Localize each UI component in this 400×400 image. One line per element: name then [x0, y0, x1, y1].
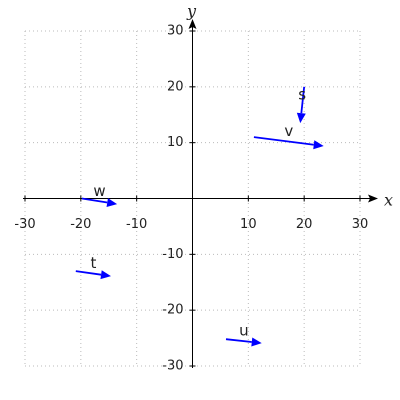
- x-axis-label: x: [384, 191, 393, 210]
- vector-arrow: [81, 197, 118, 207]
- y-tick-label: -20: [162, 303, 183, 318]
- vector-label: u: [239, 322, 249, 340]
- vector-arrow: [296, 86, 306, 124]
- x-tick-label: 20: [296, 217, 313, 232]
- arrow-head: [251, 337, 262, 347]
- vector-label: w: [93, 182, 105, 200]
- vector-label: s: [298, 85, 306, 103]
- x-tick-label: -10: [126, 217, 147, 232]
- arrow-shaft: [81, 197, 108, 204]
- x-tick-label: -20: [70, 217, 91, 232]
- x-tick-label: 30: [352, 217, 369, 232]
- y-tick-label: 10: [167, 135, 184, 150]
- arrow-shaft: [75, 270, 102, 276]
- x-axis-arrow: [368, 194, 378, 203]
- x-tick-label: 10: [240, 217, 257, 232]
- arrow-shaft: [225, 338, 252, 343]
- arrow-head: [296, 112, 306, 124]
- vector-arrow: [75, 270, 111, 280]
- y-tick-label: 20: [167, 79, 184, 94]
- vector-label: v: [284, 122, 293, 140]
- arrow-head: [106, 198, 118, 207]
- arrow-shaft: [253, 136, 314, 146]
- y-tick-label: 30: [167, 24, 184, 39]
- x-tick-label: -30: [14, 217, 35, 232]
- arrow-head: [313, 140, 324, 150]
- y-tick-label: -30: [162, 359, 183, 374]
- y-axis-arrow: [188, 19, 197, 29]
- vector-arrow: [225, 337, 262, 347]
- vector-arrow: [253, 136, 324, 150]
- y-axis-label: y: [186, 2, 197, 21]
- y-tick-label: -10: [162, 247, 183, 262]
- vector-label: t: [90, 254, 96, 272]
- arrow-shaft: [300, 86, 306, 114]
- arrow-head: [100, 270, 111, 280]
